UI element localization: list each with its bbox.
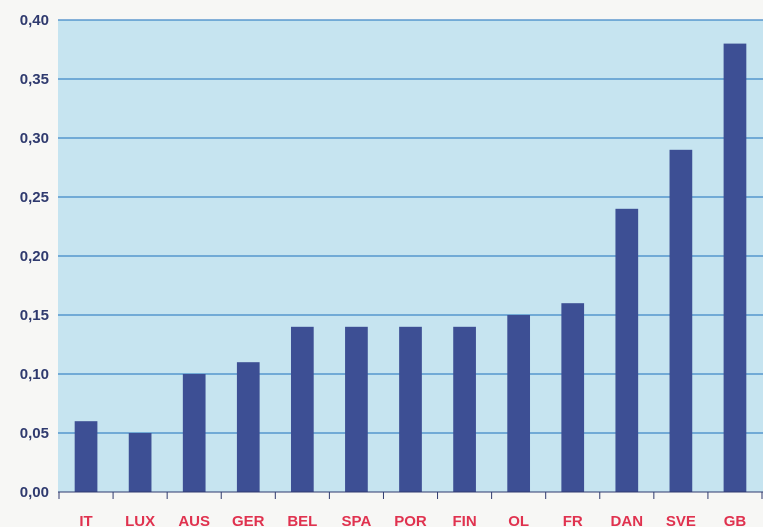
x-tick-label: BEL <box>287 513 317 527</box>
y-tick-label: 0,40 <box>20 12 49 29</box>
x-axis-tick-labels: IT LUX AUS GER BEL SPA POR FIN OL FR DAN SVE GB <box>79 513 746 527</box>
x-tick-label: GB <box>724 513 747 527</box>
y-tick-label: 0,10 <box>20 366 49 383</box>
bar <box>74 421 98 492</box>
x-tick-label: DAN <box>611 513 644 527</box>
x-tick-label: FR <box>563 513 583 527</box>
bar <box>507 315 531 492</box>
y-tick-label: 0,00 <box>20 484 49 501</box>
bar <box>290 326 314 492</box>
y-tick-label: 0,15 <box>20 307 49 324</box>
bar <box>723 43 747 492</box>
y-tick-label: 0,05 <box>20 425 49 442</box>
x-tick-label: SVE <box>666 513 696 527</box>
x-tick-label: LUX <box>125 513 155 527</box>
x-tick-label: GER <box>232 513 265 527</box>
bar <box>345 326 368 492</box>
x-tick-label: FIN <box>452 513 476 527</box>
y-tick-label: 0,30 <box>20 130 49 147</box>
x-tick-label: SPA <box>342 513 372 527</box>
bar <box>669 149 693 493</box>
x-tick-label: OL <box>508 513 529 527</box>
y-tick-label: 0,20 <box>20 248 49 265</box>
y-axis-tick-labels: 0,00 0,05 0,10 0,15 0,20 0,25 0,30 0,35 0,40 <box>20 12 49 501</box>
bar <box>182 374 206 492</box>
bar <box>399 326 422 492</box>
x-axis-ticks <box>58 492 763 499</box>
bar <box>615 208 639 493</box>
bar <box>453 326 476 492</box>
x-tick-label: POR <box>394 513 427 527</box>
x-tick-label: AUS <box>178 513 210 527</box>
bar <box>561 303 585 492</box>
y-tick-label: 0,35 <box>20 71 49 88</box>
x-tick-label: IT <box>79 513 92 527</box>
bars <box>74 43 747 493</box>
y-tick-label: 0,25 <box>20 189 49 206</box>
bar <box>128 433 152 492</box>
bar <box>236 362 260 492</box>
